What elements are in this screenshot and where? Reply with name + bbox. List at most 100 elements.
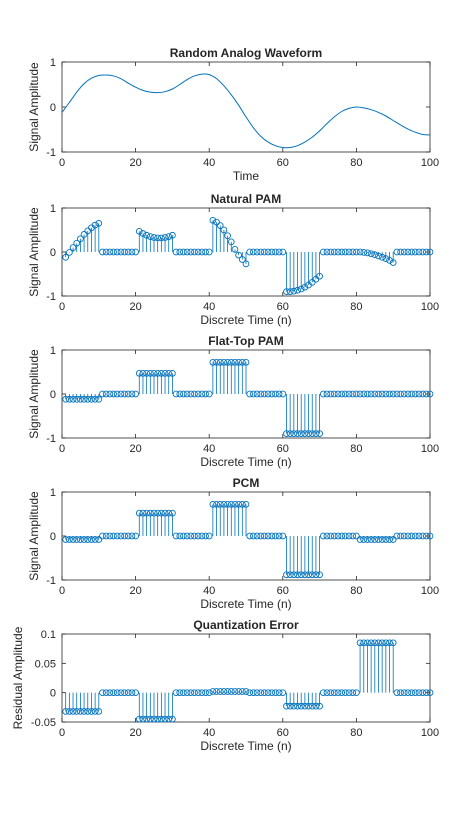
- stem-marker: [286, 702, 294, 710]
- stem-marker: [227, 500, 235, 508]
- chart-title: Random Analog Waveform: [170, 46, 322, 60]
- y-tick-label: 0: [50, 247, 56, 259]
- stem-marker: [253, 532, 261, 540]
- stem-marker: [261, 689, 268, 697]
- stem-marker: [99, 532, 106, 540]
- stem-marker: [400, 390, 408, 398]
- stem-marker: [364, 536, 371, 543]
- stem-marker: [150, 369, 158, 377]
- stem-marker: [301, 571, 309, 579]
- stem-marker: [69, 708, 77, 715]
- stem-marker: [117, 689, 125, 697]
- stem-marker: [316, 702, 323, 710]
- stem-marker: [124, 248, 132, 256]
- chart-title: Natural PAM: [211, 192, 281, 206]
- stem-marker: [411, 689, 419, 697]
- stem-marker: [397, 248, 404, 256]
- stem-marker: [389, 390, 397, 398]
- stem-marker: [176, 689, 184, 697]
- stem-marker: [426, 248, 434, 256]
- stem-marker: [360, 390, 368, 398]
- stem-marker: [110, 248, 117, 256]
- stem-marker: [143, 369, 150, 377]
- stem-marker: [353, 390, 360, 398]
- stem-marker: [161, 234, 169, 241]
- stem-marker: [176, 532, 184, 540]
- stem-marker: [279, 248, 287, 256]
- stem-marker: [135, 715, 143, 723]
- stem-marker: [323, 248, 331, 256]
- stem-marker: [342, 689, 349, 697]
- stem-marker: [342, 248, 349, 256]
- y-tick-label: 1: [50, 203, 56, 215]
- stem-marker: [327, 532, 334, 540]
- stem-marker: [382, 536, 390, 543]
- x-tick-label: 80: [350, 443, 362, 455]
- stem-marker: [187, 390, 195, 398]
- stem-marker: [165, 715, 173, 723]
- stem-marker: [264, 248, 272, 256]
- stem-marker: [146, 715, 154, 723]
- stem-marker: [91, 395, 99, 403]
- stem-marker: [113, 532, 121, 540]
- x-tick-label: 60: [277, 157, 289, 169]
- stem-marker: [143, 715, 150, 723]
- stem-marker: [294, 571, 301, 579]
- x-tick-label: 80: [350, 727, 362, 739]
- stem-marker: [426, 390, 434, 398]
- stem-marker: [209, 500, 217, 508]
- stem-marker: [297, 571, 305, 579]
- x-tick-label: 100: [421, 727, 439, 739]
- stem-marker: [367, 536, 375, 543]
- stem-marker: [106, 248, 114, 256]
- stem-marker: [176, 390, 184, 398]
- y-tick-label: -1: [46, 433, 56, 445]
- stem-marker: [408, 390, 415, 398]
- stem-marker: [330, 248, 338, 256]
- stem-marker: [124, 689, 132, 697]
- stem-marker: [356, 639, 364, 647]
- y-tick-label: 0.05: [35, 658, 56, 670]
- stem-marker: [378, 536, 386, 543]
- stem-marker: [198, 532, 206, 540]
- stem-marker: [62, 536, 70, 543]
- y-tick-label: 0: [50, 688, 56, 700]
- stem-marker: [216, 222, 224, 229]
- stem-marker: [272, 390, 279, 398]
- stem-marker: [422, 689, 430, 697]
- stem-marker: [408, 532, 415, 540]
- stem-marker: [198, 390, 206, 398]
- stem-marker: [290, 702, 298, 710]
- stem-marker: [172, 248, 180, 256]
- stem-marker: [95, 395, 103, 403]
- stem-marker: [205, 390, 213, 398]
- stem-marker: [272, 248, 279, 256]
- x-tick-label: 0: [59, 157, 65, 169]
- stem-marker: [283, 430, 290, 437]
- x-tick-label: 40: [203, 443, 215, 455]
- x-tick-label: 80: [350, 301, 362, 313]
- x-tick-label: 60: [277, 727, 289, 739]
- stem-marker: [66, 536, 73, 543]
- stem-marker: [231, 246, 239, 253]
- stem-marker: [246, 248, 254, 256]
- stem-marker: [176, 248, 184, 256]
- stem-marker: [73, 708, 81, 715]
- stem-marker: [172, 532, 180, 540]
- stem-marker: [386, 257, 393, 264]
- stem-marker: [242, 688, 250, 695]
- y-tick-label: 0: [50, 531, 56, 543]
- stem-marker: [415, 689, 423, 697]
- stem-marker: [246, 689, 254, 697]
- stem-marker: [124, 390, 132, 398]
- y-axis-label: Signal Amplitude: [27, 349, 41, 439]
- x-tick-label: 80: [350, 585, 362, 597]
- stem-marker: [213, 358, 220, 366]
- y-tick-label: 0: [50, 102, 56, 114]
- stem-marker: [150, 234, 158, 241]
- stem-marker: [400, 532, 408, 540]
- stem-marker: [404, 532, 412, 540]
- x-tick-label: 0: [59, 301, 65, 313]
- stem-marker: [312, 702, 320, 710]
